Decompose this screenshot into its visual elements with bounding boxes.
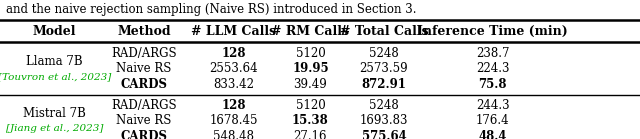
Text: 48.4: 48.4 xyxy=(479,130,507,139)
Text: 128: 128 xyxy=(221,99,246,112)
Text: CARDS: CARDS xyxy=(120,130,168,139)
Text: 128: 128 xyxy=(221,47,246,60)
Text: 244.3: 244.3 xyxy=(476,99,509,112)
Text: Model: Model xyxy=(33,25,76,38)
Text: Method: Method xyxy=(117,25,171,38)
Text: Naive RS: Naive RS xyxy=(116,114,172,127)
Text: 2573.59: 2573.59 xyxy=(360,62,408,75)
Text: 176.4: 176.4 xyxy=(476,114,509,127)
Text: [Touvron et al., 2023]: [Touvron et al., 2023] xyxy=(0,72,111,81)
Text: 1678.45: 1678.45 xyxy=(209,114,258,127)
Text: # Total Calls: # Total Calls xyxy=(340,25,428,38)
Text: RAD/ARGS: RAD/ARGS xyxy=(111,47,177,60)
Text: Llama 7B: Llama 7B xyxy=(26,55,83,68)
Text: 19.95: 19.95 xyxy=(292,62,329,75)
Text: # LLM Calls: # LLM Calls xyxy=(191,25,276,38)
Text: 5248: 5248 xyxy=(369,47,399,60)
Text: 15.38: 15.38 xyxy=(292,114,329,127)
Text: Mistral 7B: Mistral 7B xyxy=(23,107,86,120)
Text: RAD/ARGS: RAD/ARGS xyxy=(111,99,177,112)
Text: 5120: 5120 xyxy=(296,47,325,60)
Text: 5120: 5120 xyxy=(296,99,325,112)
Text: # RM Calls: # RM Calls xyxy=(271,25,349,38)
Text: 575.64: 575.64 xyxy=(362,130,406,139)
Text: and the naive rejection sampling (Naive RS) introduced in Section 3.: and the naive rejection sampling (Naive … xyxy=(6,3,417,16)
Text: 872.91: 872.91 xyxy=(362,78,406,91)
Text: 238.7: 238.7 xyxy=(476,47,509,60)
Text: 2553.64: 2553.64 xyxy=(209,62,258,75)
Text: 5248: 5248 xyxy=(369,99,399,112)
Text: 224.3: 224.3 xyxy=(476,62,509,75)
Text: 833.42: 833.42 xyxy=(213,78,254,91)
Text: 39.49: 39.49 xyxy=(294,78,327,91)
Text: 548.48: 548.48 xyxy=(213,130,254,139)
Text: 1693.83: 1693.83 xyxy=(360,114,408,127)
Text: CARDS: CARDS xyxy=(120,78,168,91)
Text: Naive RS: Naive RS xyxy=(116,62,172,75)
Text: [Jiang et al., 2023]: [Jiang et al., 2023] xyxy=(6,124,103,133)
Text: 75.8: 75.8 xyxy=(479,78,507,91)
Text: 27.16: 27.16 xyxy=(294,130,327,139)
Text: Inference Time (min): Inference Time (min) xyxy=(417,25,568,38)
